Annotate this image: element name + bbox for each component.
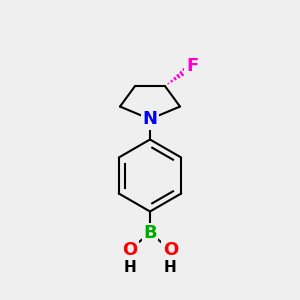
Text: B: B <box>143 224 157 242</box>
Text: H: H <box>164 260 177 274</box>
Text: H: H <box>123 260 136 274</box>
Text: N: N <box>142 110 158 128</box>
Text: F: F <box>186 57 198 75</box>
Text: O: O <box>163 241 178 259</box>
Text: O: O <box>122 241 137 259</box>
